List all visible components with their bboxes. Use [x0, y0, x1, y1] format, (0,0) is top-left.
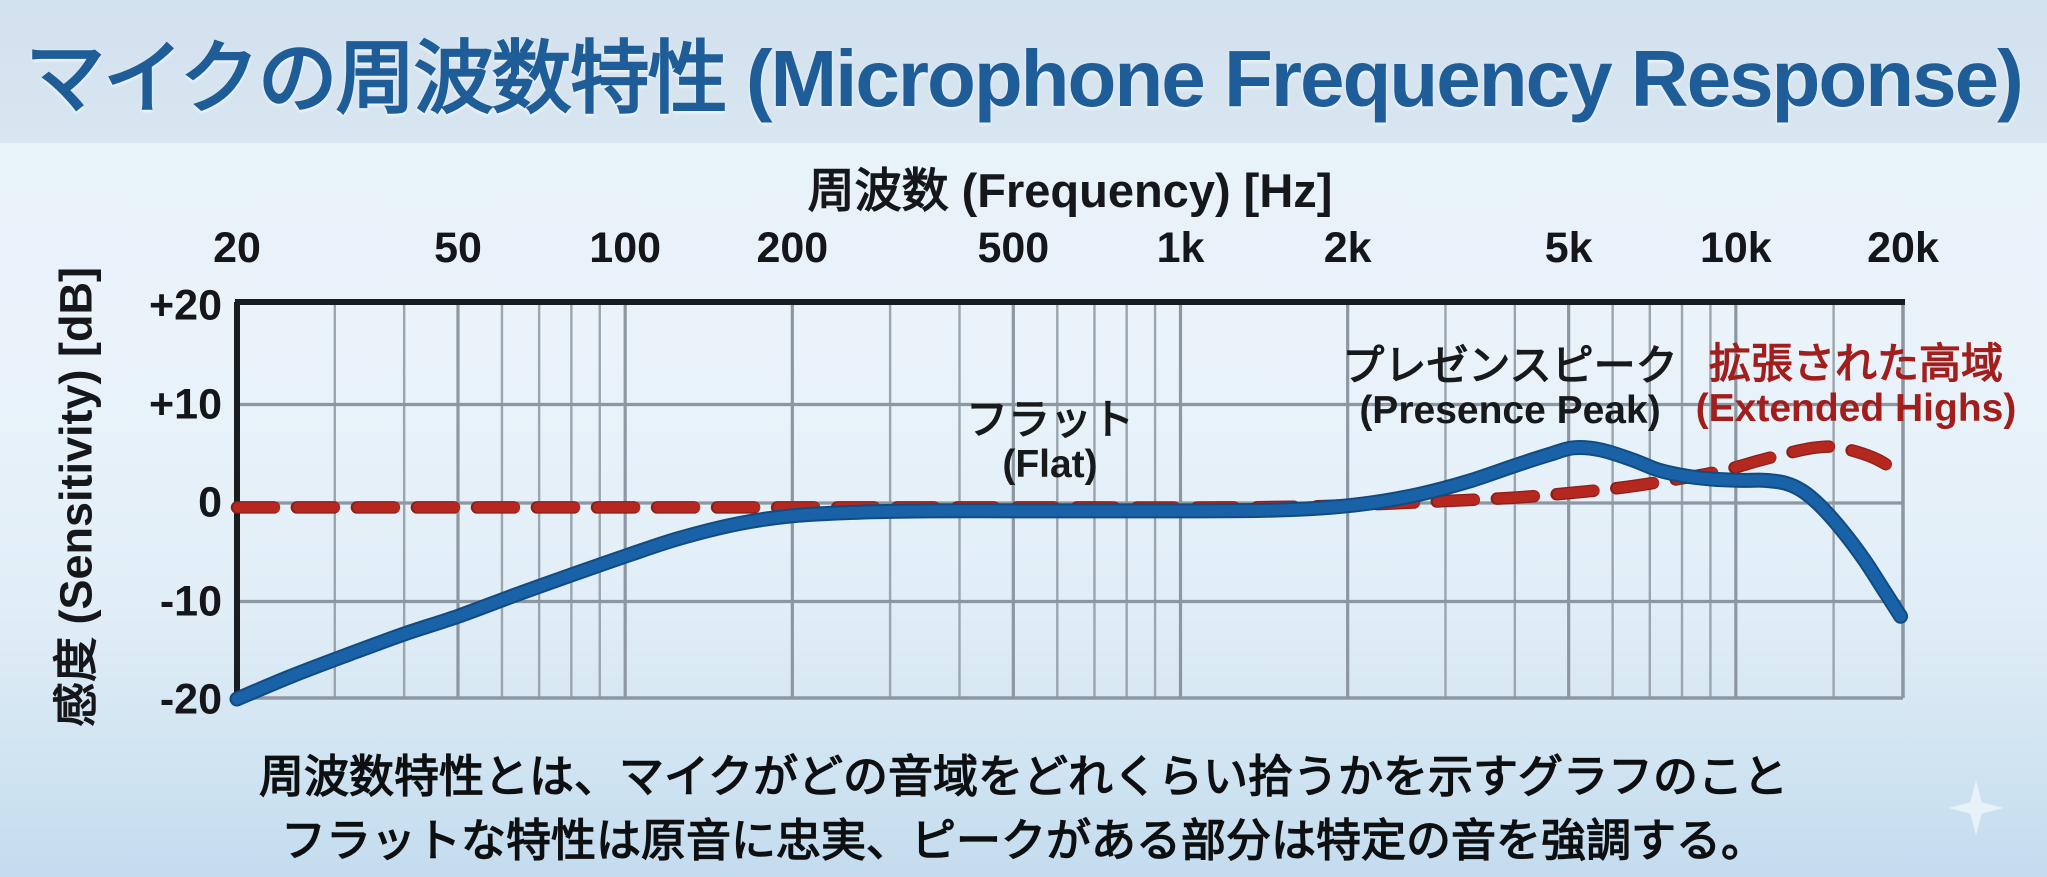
- x-tick-label-200: 200: [756, 224, 829, 272]
- y-tick-label-0: 0: [198, 478, 222, 527]
- annotation-presence-jp: プレゼンスピーク: [1342, 342, 1678, 389]
- annotation-flat: フラット (Flat): [966, 396, 1134, 487]
- annotation-extended-highs: 拡張された高域 (Extended Highs): [1696, 340, 2017, 431]
- x-tick-label-10k: 10k: [1699, 224, 1772, 272]
- annotation-flat-en: (Flat): [1002, 443, 1098, 487]
- annotation-flat-jp: フラット: [965, 396, 1135, 443]
- flat-with-presence-peak-curve: [231, 442, 1907, 705]
- x-tick-label-20: 20: [213, 224, 261, 272]
- x-tick-label-5k: 5k: [1544, 224, 1593, 272]
- y-tick-label-+20: +20: [149, 281, 222, 330]
- x-tick-label-2k: 2k: [1323, 224, 1372, 272]
- annotation-extended-en: (Extended Highs): [1695, 387, 2017, 431]
- page-title: マイクの周波数特性 (Microphone Frequency Response…: [25, 33, 2024, 123]
- y-tick-label-+10: +10: [149, 380, 222, 428]
- annotation-presence-en: (Presence Peak): [1359, 389, 1661, 433]
- y-tick-label--10: -10: [159, 577, 222, 625]
- x-tick-label-20k: 20k: [1867, 224, 1939, 272]
- caption-line-2: フラットな特性は原音に忠実、ピークがある部分は特定の音を強調する。: [280, 815, 1766, 866]
- x-tick-label-1k: 1k: [1156, 224, 1205, 272]
- y-tick-label--20: -20: [159, 675, 222, 724]
- x-tick-label-50: 50: [434, 224, 482, 272]
- annotation-extended-jp: 拡張された高域: [1708, 340, 2003, 387]
- x-axis-title: 周波数 (Frequency) [Hz]: [807, 164, 1333, 217]
- x-tick-label-100: 100: [589, 224, 662, 272]
- caption-line-1: 周波数特性とは、マイクがどの音域をどれくらい拾うかを示すグラフのこと: [258, 751, 1789, 802]
- x-tick-label-500: 500: [977, 224, 1050, 272]
- title-band: マイクの周波数特性 (Microphone Frequency Response…: [0, 0, 2047, 143]
- annotation-presence-peak: プレゼンスピーク (Presence Peak): [1342, 342, 1677, 433]
